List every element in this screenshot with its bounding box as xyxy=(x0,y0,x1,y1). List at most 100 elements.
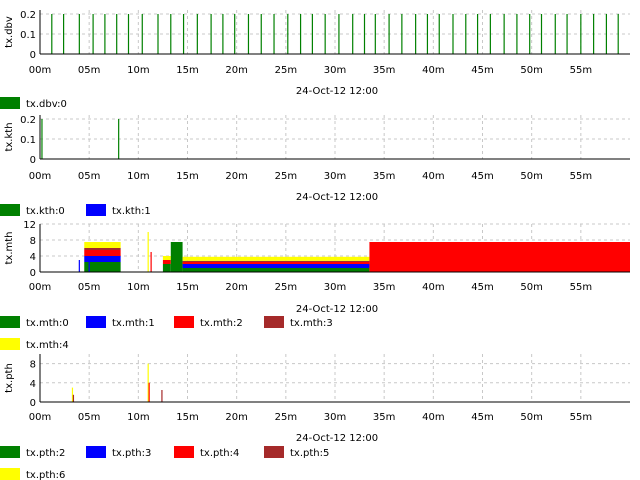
x-tick-label: 10m xyxy=(127,412,149,423)
x-axis-label: 24-Oct-12 12:00 xyxy=(296,304,378,315)
x-tick-label: 30m xyxy=(324,171,346,182)
area-segment xyxy=(84,262,121,272)
x-tick-label: 15m xyxy=(176,412,198,423)
y-tick-label: 0.2 xyxy=(20,10,36,21)
x-tick-label: 00m xyxy=(29,65,51,76)
x-tick-label: 35m xyxy=(373,65,395,76)
area-segment xyxy=(84,250,121,256)
legend-swatch xyxy=(264,446,284,458)
legend-label: tx.mth:2 xyxy=(200,318,243,329)
area-segment xyxy=(369,242,630,272)
y-tick-label: 4 xyxy=(30,379,36,390)
x-tick-label: 05m xyxy=(78,65,100,76)
x-tick-label: 45m xyxy=(471,65,493,76)
y-tick-label: 4 xyxy=(30,252,36,263)
y-axis-label: tx.dbv xyxy=(4,16,15,48)
x-tick-label: 55m xyxy=(570,65,592,76)
x-tick-label: 55m xyxy=(570,282,592,293)
x-tick-label: 45m xyxy=(471,171,493,182)
legend-swatch xyxy=(0,446,20,458)
x-tick-label: 25m xyxy=(275,412,297,423)
legend-label: tx.mth:3 xyxy=(290,318,333,329)
y-axis-label: tx.mth xyxy=(4,231,15,264)
legend-swatch xyxy=(0,204,20,216)
x-tick-label: 20m xyxy=(225,171,247,182)
x-tick-label: 35m xyxy=(373,171,395,182)
area-segment xyxy=(182,260,370,262)
x-tick-label: 25m xyxy=(275,65,297,76)
area-segment xyxy=(84,256,121,262)
legend-swatch xyxy=(174,446,194,458)
x-tick-label: 10m xyxy=(127,282,149,293)
area-segment xyxy=(162,256,171,260)
x-tick-label: 50m xyxy=(520,412,542,423)
x-tick-label: 40m xyxy=(422,282,444,293)
x-tick-label: 15m xyxy=(176,65,198,76)
area-segment xyxy=(84,242,121,248)
legend-swatch xyxy=(0,316,20,328)
y-axis-label: tx.kth xyxy=(4,122,15,151)
x-tick-label: 05m xyxy=(78,282,100,293)
area-segment xyxy=(182,262,370,264)
legend-label: tx.mth:0 xyxy=(26,318,69,329)
area-segment xyxy=(182,256,370,261)
area-segment xyxy=(182,264,370,268)
area-segment xyxy=(84,248,121,250)
legend-label: tx.pth:5 xyxy=(290,448,329,459)
y-tick-label: 12 xyxy=(23,220,36,231)
legend-swatch xyxy=(174,316,194,328)
y-tick-label: 0 xyxy=(30,155,36,166)
legend-label: tx.mth:1 xyxy=(112,318,155,329)
y-tick-label: 8 xyxy=(30,360,36,371)
x-axis-label: 24-Oct-12 12:00 xyxy=(296,86,378,97)
legend-swatch xyxy=(86,316,106,328)
legend-swatch xyxy=(86,446,106,458)
x-axis-label: 24-Oct-12 12:00 xyxy=(296,192,378,203)
x-tick-label: 50m xyxy=(520,65,542,76)
area-segment xyxy=(170,242,183,272)
x-tick-label: 00m xyxy=(29,282,51,293)
legend-label: tx.pth:2 xyxy=(26,448,65,459)
y-tick-label: 0 xyxy=(30,50,36,61)
x-tick-label: 35m xyxy=(373,412,395,423)
legend-swatch xyxy=(0,338,20,350)
legend-swatch xyxy=(264,316,284,328)
x-tick-label: 00m xyxy=(29,171,51,182)
x-tick-label: 30m xyxy=(324,282,346,293)
x-tick-label: 10m xyxy=(127,171,149,182)
y-tick-label: 8 xyxy=(30,236,36,247)
legend-swatch xyxy=(0,97,20,109)
x-axis-label: 24-Oct-12 12:00 xyxy=(296,433,378,444)
legend-label: tx.kth:0 xyxy=(26,206,65,217)
area-segment xyxy=(162,260,171,264)
x-tick-label: 55m xyxy=(570,171,592,182)
x-tick-label: 40m xyxy=(422,171,444,182)
area-segment xyxy=(162,264,171,272)
y-tick-label: 0.1 xyxy=(20,135,36,146)
x-tick-label: 05m xyxy=(78,171,100,182)
legend-label: tx.dbv:0 xyxy=(26,99,67,110)
legend-swatch xyxy=(0,468,20,480)
x-tick-label: 15m xyxy=(176,171,198,182)
x-tick-label: 50m xyxy=(520,171,542,182)
legend-label: tx.mth:4 xyxy=(26,340,69,351)
x-tick-label: 05m xyxy=(78,412,100,423)
x-tick-label: 20m xyxy=(225,65,247,76)
x-tick-label: 30m xyxy=(324,65,346,76)
legend-label: tx.pth:3 xyxy=(112,448,151,459)
legend-label: tx.pth:6 xyxy=(26,470,65,480)
y-tick-label: 0 xyxy=(30,268,36,279)
x-tick-label: 25m xyxy=(275,282,297,293)
x-tick-label: 35m xyxy=(373,282,395,293)
legend-label: tx.pth:4 xyxy=(200,448,239,459)
legend-swatch xyxy=(86,204,106,216)
area-segment xyxy=(182,268,370,272)
x-tick-label: 00m xyxy=(29,412,51,423)
legend-label: tx.kth:1 xyxy=(112,206,151,217)
y-tick-label: 0.1 xyxy=(20,30,36,41)
x-tick-label: 45m xyxy=(471,282,493,293)
y-tick-label: 0.2 xyxy=(20,115,36,126)
x-tick-label: 40m xyxy=(422,412,444,423)
x-tick-label: 10m xyxy=(127,65,149,76)
